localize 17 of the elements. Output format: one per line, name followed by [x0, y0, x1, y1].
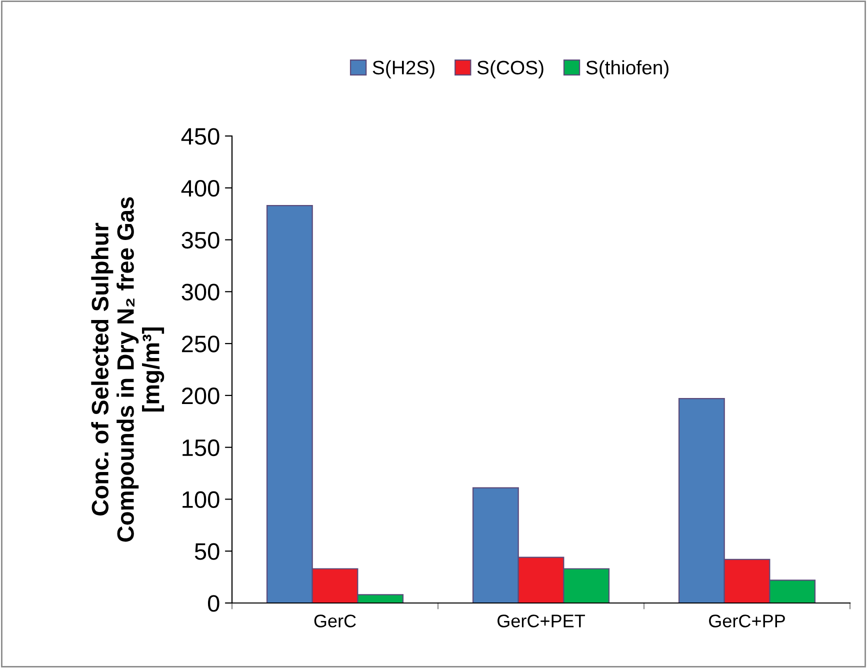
y-tick-label: 450: [181, 128, 220, 145]
y-tick-label: 300: [182, 284, 220, 300]
y-tick-label: 50: [194, 543, 220, 560]
y-tick-label: 0: [208, 595, 220, 612]
y-tick-label: 250: [182, 336, 220, 352]
x-tick-label: GerC+PET: [498, 614, 585, 628]
legend-label: S(thiofen): [586, 60, 668, 78]
y-tick-label: 150: [182, 439, 220, 456]
x-tick-label: GerC+PP: [709, 614, 785, 628]
legend-label: S(H2S): [372, 60, 434, 78]
x-tick-label: GerC: [314, 614, 356, 628]
legend-label: S(COS): [477, 60, 544, 78]
y-tick-label: 200: [182, 388, 220, 404]
y-tick-label: 350: [182, 232, 220, 249]
y-tick-label: 100: [182, 491, 220, 508]
y-tick-label: 400: [181, 180, 220, 197]
y-axis-title: Conc. of Selected Sulphur Compounds in Dry N₂ free Gas [mg/m³]: [91, 197, 164, 542]
